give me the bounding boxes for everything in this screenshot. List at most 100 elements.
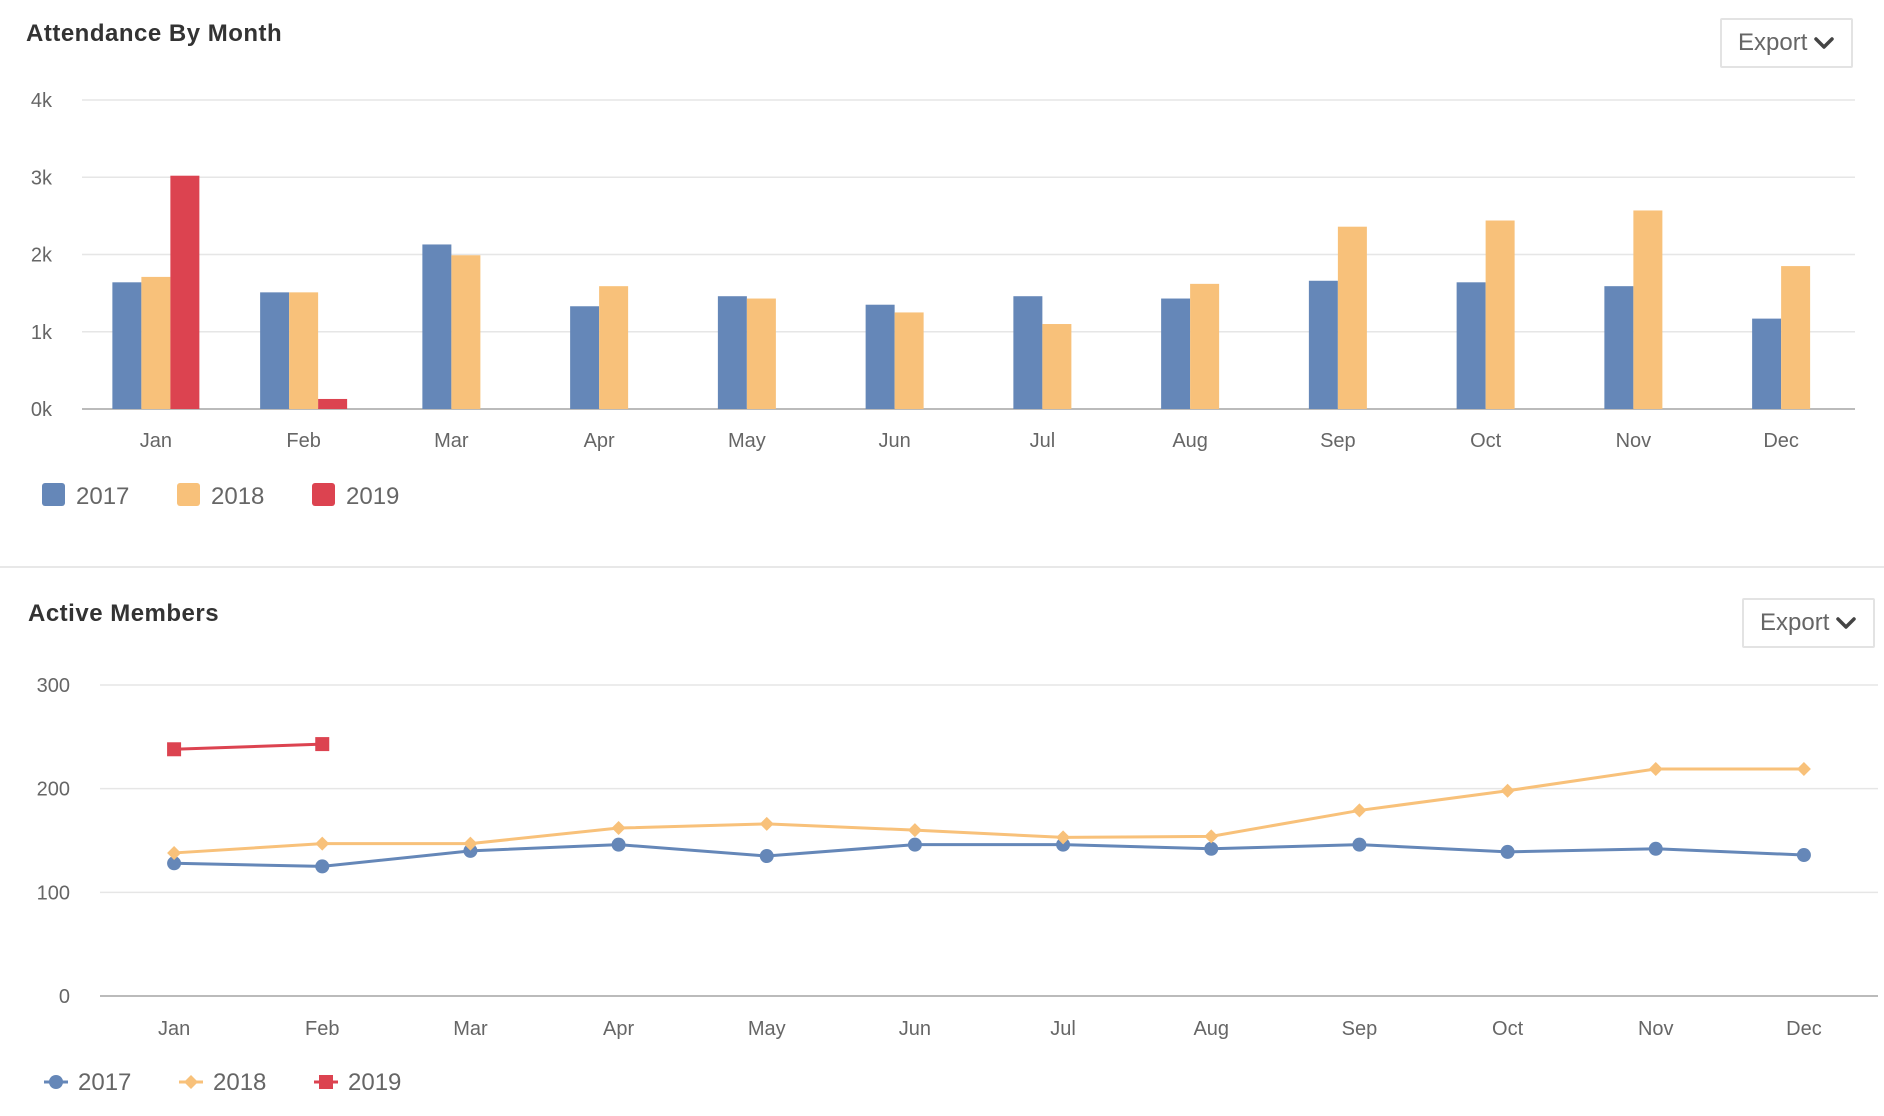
bar-2018-jun	[894, 312, 924, 409]
x-tick-label: Dec	[1763, 430, 1799, 452]
bar-2017-jul	[1013, 296, 1043, 409]
bar-2018-sep	[1337, 226, 1367, 409]
point-2017-aug	[1204, 841, 1219, 856]
point-2017-oct	[1500, 844, 1515, 859]
active-members-panel: 0 100 200 300 Jan Feb Mar Apr May Jun Jul Aug Sep Oct…	[0, 568, 1884, 1116]
series-line-2018	[173, 767, 1804, 855]
y-tick-label: 0k	[31, 399, 53, 421]
chevron-down-icon	[1836, 617, 1857, 629]
x-tick-label: Sep	[1320, 430, 1356, 452]
bar-2019-feb	[318, 398, 348, 409]
x-tick-label: Jul	[1050, 1018, 1076, 1040]
point-2019-jan	[167, 742, 182, 757]
attendance-panel: 0k 1k 2k 3k 4k Jan Feb Mar Apr May Jun Jul Aug Sep Oct…	[26, 18, 1855, 510]
series-line-2017	[174, 843, 1804, 868]
legend-marker-2017	[49, 1075, 63, 1089]
x-tick-label: Dec	[1786, 1018, 1822, 1040]
bar-2018-nov	[1633, 210, 1663, 409]
x-tick-label: Jul	[1030, 430, 1056, 452]
bar-2018-aug	[1190, 283, 1220, 409]
chevron-down-icon	[1814, 37, 1835, 49]
bar-2017-apr	[570, 306, 600, 409]
x-tick-label: Mar	[453, 1018, 488, 1040]
point-2017-mar	[463, 843, 478, 858]
bar-2019-jan	[170, 175, 200, 409]
legend-item-2019: 2019	[346, 483, 399, 510]
bar-2017-aug	[1161, 298, 1191, 409]
point-2018-nov	[1648, 761, 1663, 776]
x-tick-label: Aug	[1172, 430, 1208, 452]
x-tick-label: Sep	[1342, 1018, 1378, 1040]
y-tick-label: 200	[37, 779, 70, 801]
x-tick-label: Feb	[305, 1018, 339, 1040]
point-2017-jul	[1056, 837, 1071, 852]
point-2017-may	[759, 849, 774, 864]
bar-2018-feb	[289, 292, 319, 409]
attendance-title: Attendance By Month	[26, 20, 283, 47]
bar-2017-sep	[1308, 280, 1338, 409]
bar-2017-feb	[260, 292, 290, 409]
x-tick-label: Jun	[899, 1018, 931, 1040]
legend-item-2017: 2017	[76, 483, 129, 510]
x-tick-label: Nov	[1638, 1018, 1674, 1040]
bar-2017-jan	[112, 282, 142, 409]
x-tick-label: Oct	[1470, 430, 1502, 452]
legend-item-2019: 2019	[348, 1069, 401, 1096]
point-2018-jan	[167, 845, 182, 860]
x-tick-label: May	[728, 430, 766, 452]
point-2018-aug	[1204, 829, 1219, 844]
active-members-title: Active Members	[28, 600, 220, 627]
y-tick-label: 2k	[31, 245, 53, 267]
legend-item-2018: 2018	[213, 1069, 266, 1096]
bar-2017-mar	[422, 244, 452, 409]
y-tick-label: 3k	[31, 167, 53, 189]
panel-divider	[0, 566, 1884, 568]
y-tick-label: 0	[59, 986, 70, 1008]
point-2017-dec	[1796, 848, 1811, 863]
x-tick-label: Apr	[584, 430, 615, 452]
bar-2018-may	[746, 298, 776, 409]
x-tick-label: May	[748, 1018, 786, 1040]
point-2018-jul	[1056, 830, 1071, 845]
point-2017-jun	[907, 837, 922, 852]
x-tick-label: Nov	[1616, 430, 1652, 452]
bar-2018-mar	[451, 255, 481, 409]
bar-2017-dec	[1752, 318, 1782, 409]
bar-2017-jun	[865, 304, 895, 409]
legend-swatch-2019	[312, 483, 335, 506]
x-tick-label: Mar	[434, 430, 469, 452]
active-members-export-button[interactable]: Export	[1742, 598, 1876, 648]
x-tick-label: Jun	[879, 430, 911, 452]
point-2017-apr	[611, 837, 626, 852]
x-tick-label: Apr	[603, 1018, 634, 1040]
x-tick-label: Jan	[140, 430, 172, 452]
point-2018-may	[759, 816, 774, 831]
y-tick-label: 300	[37, 675, 70, 697]
point-2018-dec	[1796, 761, 1811, 776]
x-tick-label: Feb	[286, 430, 320, 452]
bar-2018-dec	[1781, 266, 1811, 409]
bar-2017-may	[717, 296, 747, 409]
attendance-bar-chart: 0k 1k 2k 3k 4k Jan Feb Mar Apr May Jun Jul Aug Sep Oct…	[31, 90, 1855, 510]
point-2018-sep	[1352, 803, 1367, 818]
point-2018-jun	[907, 823, 922, 838]
legend-swatch-2018	[177, 483, 200, 506]
export-label: Export	[1760, 609, 1830, 636]
legend-swatch-2017	[42, 483, 65, 506]
attendance-export-button[interactable]: Export	[1720, 18, 1854, 68]
legend-item-2017: 2017	[78, 1069, 131, 1096]
point-2017-nov	[1648, 841, 1663, 856]
bar-2018-oct	[1485, 220, 1515, 409]
legend-marker-2019	[319, 1075, 333, 1089]
x-tick-label: Jan	[158, 1018, 190, 1040]
point-2017-feb	[315, 859, 330, 874]
bar-2017-nov	[1604, 286, 1634, 409]
point-2018-mar	[463, 836, 478, 851]
bar-2018-jan	[141, 276, 171, 409]
bar-2018-apr	[599, 286, 629, 409]
active-members-line-chart: 0 100 200 300 Jan Feb Mar Apr May Jun Jul Aug Sep Oct…	[37, 675, 1878, 1096]
point-2018-oct	[1500, 783, 1515, 798]
bar-2018-jul	[1042, 324, 1072, 409]
point-2018-feb	[315, 836, 330, 851]
point-2019-feb	[315, 737, 330, 752]
